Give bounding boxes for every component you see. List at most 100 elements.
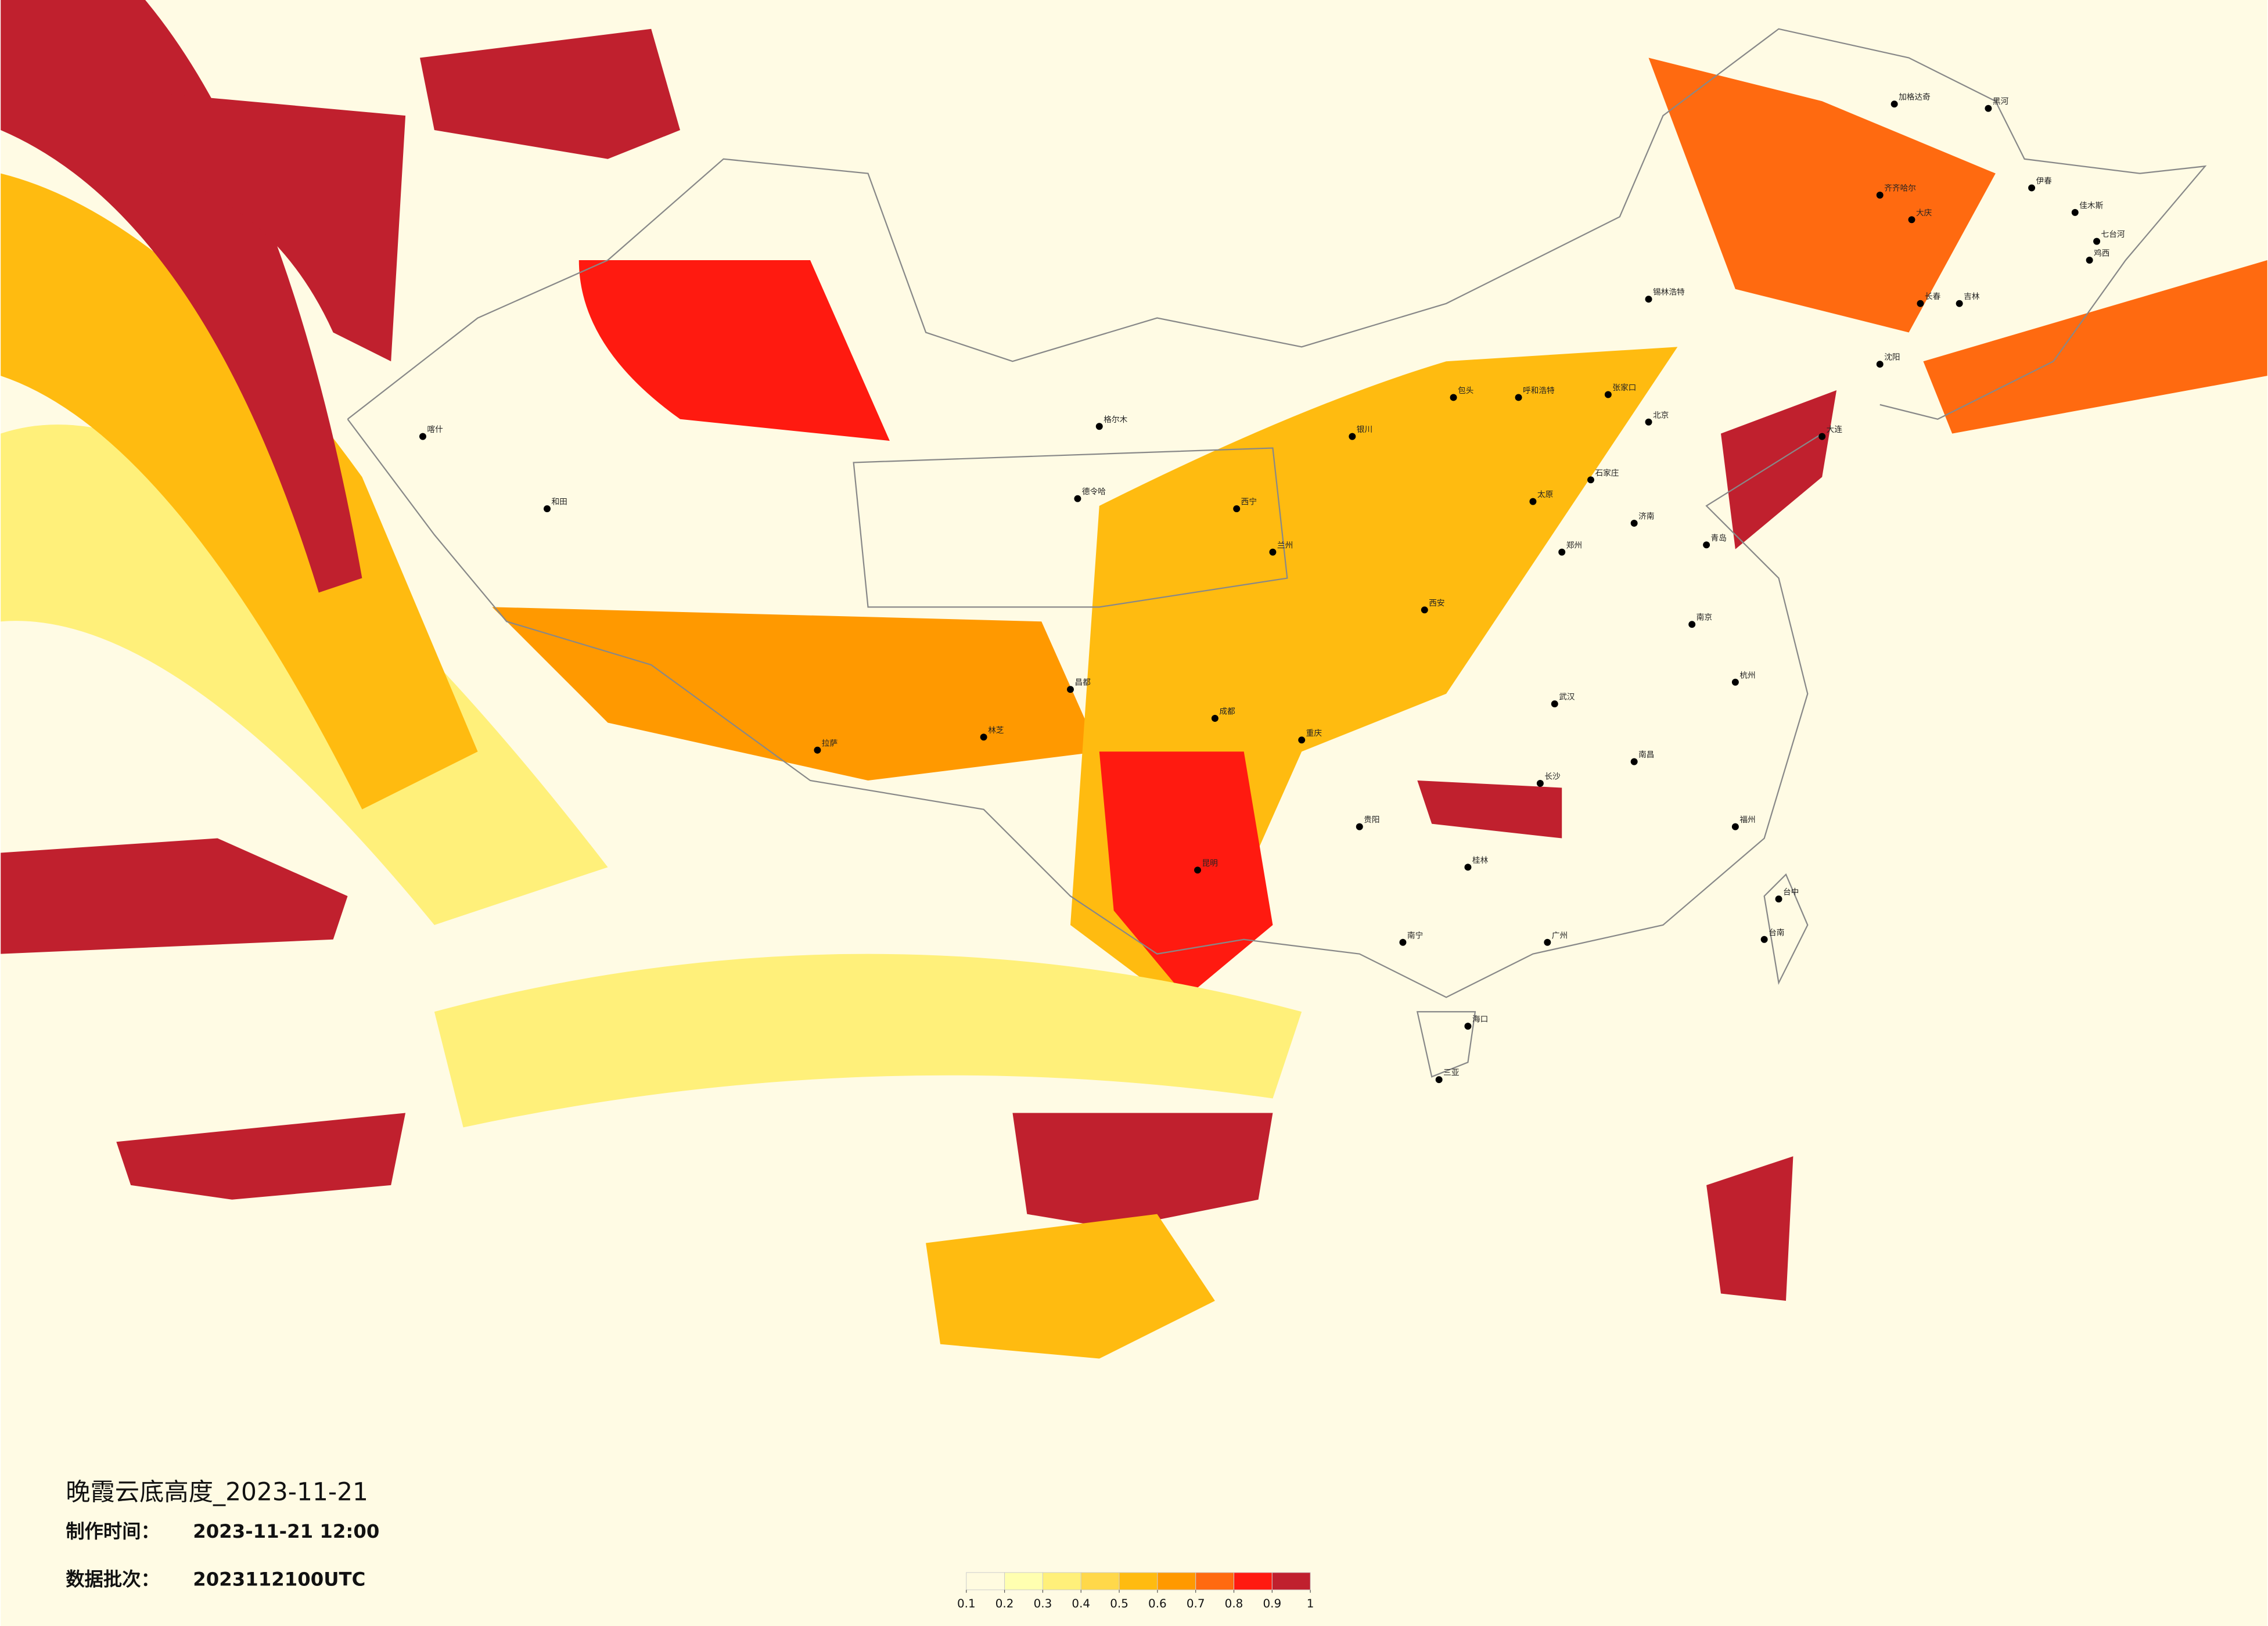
city-dot [1435,1076,1443,1084]
city-dot [1529,498,1537,505]
city-dot [980,733,987,741]
city-label: 包头 [1458,386,1473,395]
colorbar-tick-label: 1 [1307,1597,1314,1610]
city-label: 长沙 [1544,772,1561,782]
city-dot [1890,100,1898,108]
colorbar-tick-label: 0.9 [1263,1597,1281,1610]
colorbar-cell [1042,1572,1081,1591]
city-label: 加格达奇 [1899,92,1931,102]
city-label: 南宁 [1407,930,1423,940]
city-dot [1399,938,1407,946]
colorbar-cell [966,1572,1005,1591]
city-dot [1956,300,1963,307]
city-dot [1908,216,1915,224]
city-dot [1233,505,1241,513]
city-dot [1536,780,1544,787]
city-dot [1630,520,1638,527]
colorbar-tick-label: 0.5 [1110,1597,1128,1610]
city-dot [1551,700,1558,708]
city-dot [1515,394,1522,401]
city-label: 格尔木 [1104,415,1127,425]
colorbar-cell [1234,1572,1273,1591]
city-dot [1876,361,1884,368]
city-label: 大庆 [1916,208,1932,218]
city-label: 杭州 [1739,671,1755,680]
city-label: 台中 [1783,888,1799,897]
city-label: 德令哈 [1082,487,1106,497]
city-dot [1421,606,1428,614]
city-dot [1688,621,1696,628]
city-dot [1645,296,1652,303]
city-label: 青岛 [1711,534,1727,543]
city-dot [1558,548,1566,556]
city-label: 呼和浩特 [1523,386,1555,395]
city-dot [1074,495,1081,502]
city-dot [1356,823,1363,830]
colorbar-tick-label: 0.1 [957,1597,976,1610]
city-dot [1760,936,1768,943]
city-label: 佳木斯 [2079,201,2103,210]
city-label: 昌都 [1074,678,1091,688]
city-dot [2071,208,2079,216]
city-label: 桂林 [1472,856,1489,865]
city-dot [1067,686,1074,693]
city-label: 喀什 [427,425,443,434]
city-dot [1194,866,1201,874]
city-label: 长春 [1925,292,1941,301]
city-label: 贵阳 [1364,815,1379,825]
city-dot [1587,476,1594,484]
colorbar-tick-label: 0.4 [1072,1597,1090,1610]
city-dot [1211,715,1219,722]
city-dot [2086,257,2093,264]
city-label: 张家口 [1612,383,1636,393]
city-label: 北京 [1653,411,1669,420]
city-label: 黑河 [1993,97,2009,106]
city-label: 吉林 [1964,292,1980,301]
city-dot [544,505,551,513]
city-dot [814,746,821,754]
city-label: 武汉 [1559,693,1575,702]
colorbar-cell [1004,1572,1043,1591]
city-dot [1703,541,1710,549]
colorbar-tick-label: 0.8 [1225,1597,1243,1610]
info-value: 2023112100UTC [193,1568,365,1590]
city-label: 大连 [1827,425,1843,434]
city-dot [1298,736,1306,744]
city-label: 南京 [1696,613,1712,623]
city-label: 广州 [1552,931,1568,940]
city-label: 沈阳 [1884,353,1900,362]
city-label: 昆明 [1202,859,1217,868]
map-title: 晚霞云底高度_2023-11-21 [66,1477,368,1506]
cloud-field [1,0,2267,1359]
city-label: 南昌 [1638,750,1654,760]
city-dot [1876,192,1884,199]
city-dot [2028,184,2036,192]
city-label: 西宁 [1241,497,1257,507]
city-dot [1450,394,1457,401]
colorbar-tick-label: 0.7 [1187,1597,1205,1610]
city-dot [1775,895,1782,903]
info-label: 数据批次： [66,1568,160,1590]
city-label: 海口 [1472,1015,1488,1024]
city-dot [2093,238,2101,245]
colorbar-cell [1157,1572,1196,1591]
city-label: 太原 [1537,490,1553,499]
city-dot [1269,548,1277,556]
city-label: 鸡西 [2094,249,2109,258]
city-label: 林芝 [988,726,1004,735]
city-dot [1349,433,1356,440]
city-dot [1731,678,1739,686]
city-label: 兰州 [1277,541,1293,550]
city-dot [1645,418,1652,426]
colorbar-tick-label: 0.3 [1034,1597,1052,1610]
info-value: 2023-11-21 12:00 [193,1520,379,1542]
info-label: 制作时间： [66,1520,160,1542]
city-dot [1818,433,1826,440]
city-dot [1095,423,1103,430]
colorbar-cell [1195,1572,1235,1591]
city-dot [1917,300,1924,307]
city-dot [1731,823,1739,830]
city-dot [1464,1023,1472,1030]
